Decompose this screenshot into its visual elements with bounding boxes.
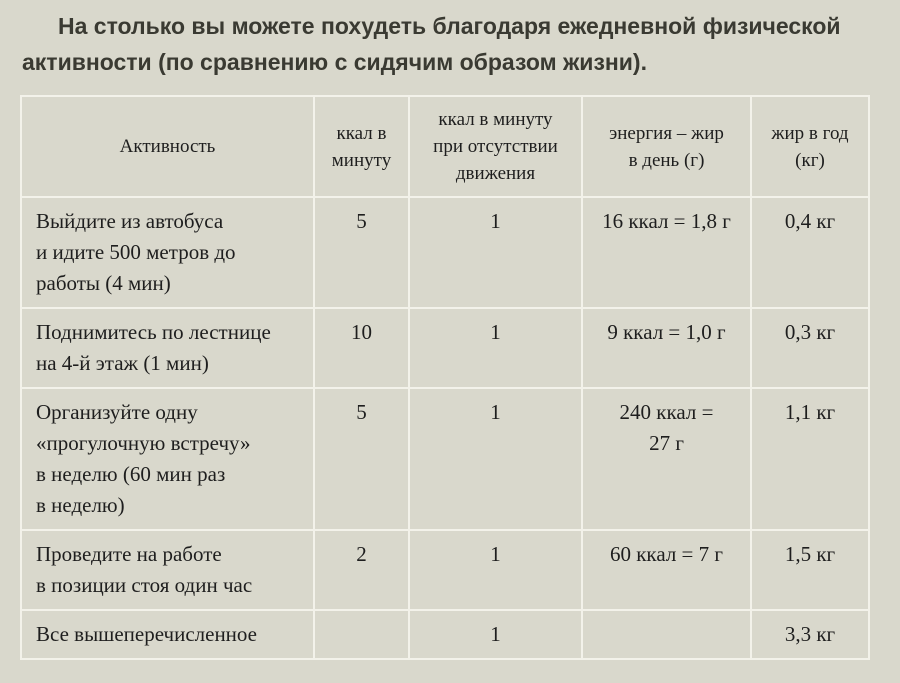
- cell-energy-fat-per-day: 60 ккал = 7 г: [581, 529, 752, 611]
- title-line-2: активности (по сравнению с сидячим образ…: [22, 49, 647, 75]
- cell-kcal-per-minute: 10: [313, 307, 410, 389]
- cell-activity: Проведите на работе в позиции стоя один …: [20, 529, 315, 611]
- table-row: Все вышеперечисленное 1 3,3 кг: [20, 609, 870, 660]
- cell-kcal-without-movement: 1: [408, 196, 583, 309]
- page-title: На столько вы можете похудеть благодаря …: [22, 8, 882, 80]
- table-row: Выйдите из автобуса и идите 500 метров д…: [20, 196, 870, 309]
- cell-fat-per-year: 1,1 кг: [750, 387, 870, 531]
- cell-activity: Выйдите из автобуса и идите 500 метров д…: [20, 196, 315, 309]
- cell-activity: Организуйте одну «прогулочную встречу» в…: [20, 387, 315, 531]
- table-row: Поднимитесь по лестнице на 4-й этаж (1 м…: [20, 307, 870, 389]
- header-activity: Активность: [20, 95, 315, 198]
- table-row: Проведите на работе в позиции стоя один …: [20, 529, 870, 611]
- cell-kcal-without-movement: 1: [408, 307, 583, 389]
- cell-kcal-per-minute: 2: [313, 529, 410, 611]
- cell-kcal-per-minute: 5: [313, 387, 410, 531]
- cell-activity: Поднимитесь по лестнице на 4-й этаж (1 м…: [20, 307, 315, 389]
- cell-kcal-per-minute: 5: [313, 196, 410, 309]
- header-fat-per-year: жир в год (кг): [750, 95, 870, 198]
- cell-fat-per-year: 0,4 кг: [750, 196, 870, 309]
- cell-fat-per-year: 3,3 кг: [750, 609, 870, 660]
- cell-activity: Все вышеперечисленное: [20, 609, 315, 660]
- cell-fat-per-year: 0,3 кг: [750, 307, 870, 389]
- cell-energy-fat-per-day: 9 ккал = 1,0 г: [581, 307, 752, 389]
- cell-kcal-without-movement: 1: [408, 529, 583, 611]
- cell-energy-fat-per-day: 16 ккал = 1,8 г: [581, 196, 752, 309]
- table-row: Организуйте одну «прогулочную встречу» в…: [20, 387, 870, 531]
- cell-energy-fat-per-day: [581, 609, 752, 660]
- table-header-row: Активность ккал в минуту ккал в минуту п…: [20, 95, 870, 198]
- header-kcal-per-minute: ккал в минуту: [313, 95, 410, 198]
- header-energy-fat-per-day: энергия – жир в день (г): [581, 95, 752, 198]
- cell-fat-per-year: 1,5 кг: [750, 529, 870, 611]
- cell-kcal-per-minute: [313, 609, 410, 660]
- header-kcal-without-movement: ккал в минуту при отсутствии движения: [408, 95, 583, 198]
- activity-table: Активность ккал в минуту ккал в минуту п…: [20, 95, 870, 660]
- cell-kcal-without-movement: 1: [408, 609, 583, 660]
- cell-kcal-without-movement: 1: [408, 387, 583, 531]
- title-line-1: На столько вы можете похудеть благодаря …: [58, 13, 841, 39]
- cell-energy-fat-per-day: 240 ккал = 27 г: [581, 387, 752, 531]
